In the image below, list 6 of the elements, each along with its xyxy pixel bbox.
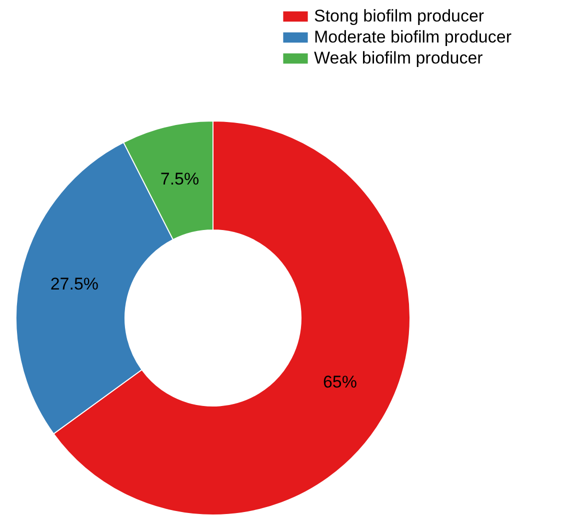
legend-label: Stong biofilm producer (314, 6, 484, 26)
data-label: 65% (322, 372, 357, 392)
data-label: 27.5% (50, 274, 99, 294)
legend-label: Moderate biofilm producer (314, 28, 512, 46)
data-label: 7.5% (160, 169, 200, 188)
legend-label: Weak biofilm producer (314, 48, 484, 68)
